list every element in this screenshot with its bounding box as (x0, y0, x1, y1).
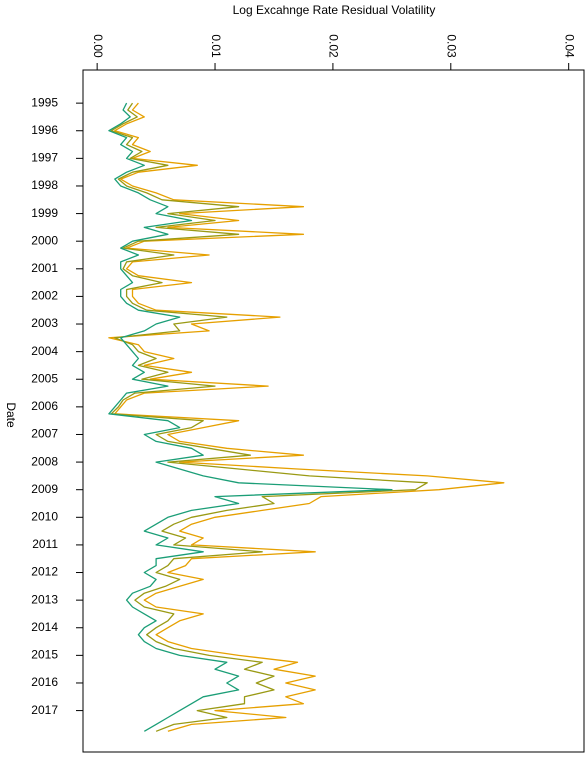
y-tick-label: 2009 (31, 482, 58, 496)
series-line (110, 102, 428, 732)
y-tick-label: 2008 (31, 454, 58, 468)
y-tick-label: 1996 (31, 123, 58, 137)
x-tick-label: 0.01 (209, 34, 223, 58)
y-tick-label: 2013 (31, 592, 58, 606)
y-tick-label: 2012 (31, 565, 58, 579)
series-line (108, 102, 393, 732)
y-tick-label: 2005 (31, 371, 58, 385)
y-tick-label: 2017 (31, 703, 58, 717)
y-tick-label: 2011 (32, 537, 58, 551)
y-tick-label: 2006 (31, 399, 58, 413)
y-tick-label: 2001 (31, 261, 58, 275)
y-tick-label: 1995 (31, 95, 58, 109)
y-tick-label: 2014 (31, 620, 58, 634)
y-tick-label: 2016 (31, 675, 58, 689)
y-tick-label: 1997 (31, 151, 58, 165)
y-tick-label: 2003 (31, 316, 58, 330)
y-axis-title: Date (4, 402, 18, 428)
y-tick-label: 2007 (31, 427, 58, 441)
x-tick-label: 0.03 (445, 34, 459, 58)
plot-frame (82, 69, 585, 753)
y-tick-label: 2010 (31, 509, 58, 523)
x-tick-label: 0.04 (563, 34, 577, 58)
y-tick-label: 2000 (31, 233, 58, 247)
y-tick-label: 2015 (31, 648, 58, 662)
x-tick-label: 0.00 (91, 34, 105, 58)
y-tick-label: 1998 (31, 178, 58, 192)
x-tick-label: 0.02 (327, 34, 341, 58)
y-tick-label: 2004 (31, 344, 58, 358)
y-tick-label: 2002 (31, 289, 58, 303)
y-tick-label: 1999 (31, 206, 58, 220)
series-line (108, 102, 505, 732)
axis-title: Log Excahnge Rate Residual Volatility (233, 3, 436, 17)
